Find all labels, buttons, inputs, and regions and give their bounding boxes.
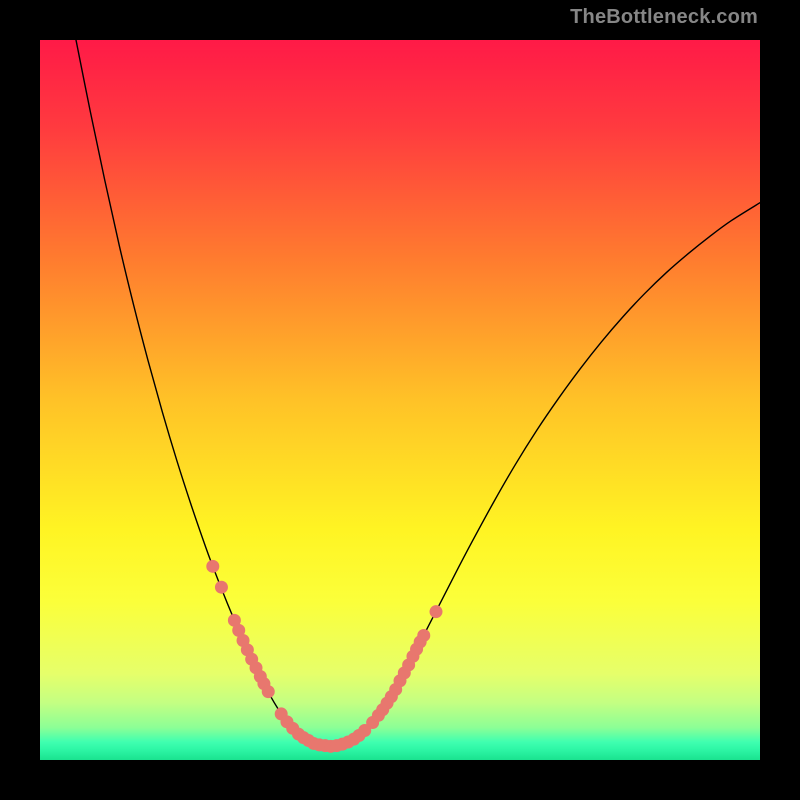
chart-frame: TheBottleneck.com	[0, 0, 800, 800]
plot-area	[40, 40, 760, 760]
watermark-text: TheBottleneck.com	[570, 6, 758, 29]
data-marker	[215, 581, 228, 594]
data-marker	[206, 560, 219, 573]
data-marker	[262, 685, 275, 698]
marker-layer	[40, 40, 760, 760]
data-marker	[417, 629, 430, 642]
data-marker	[430, 605, 443, 618]
